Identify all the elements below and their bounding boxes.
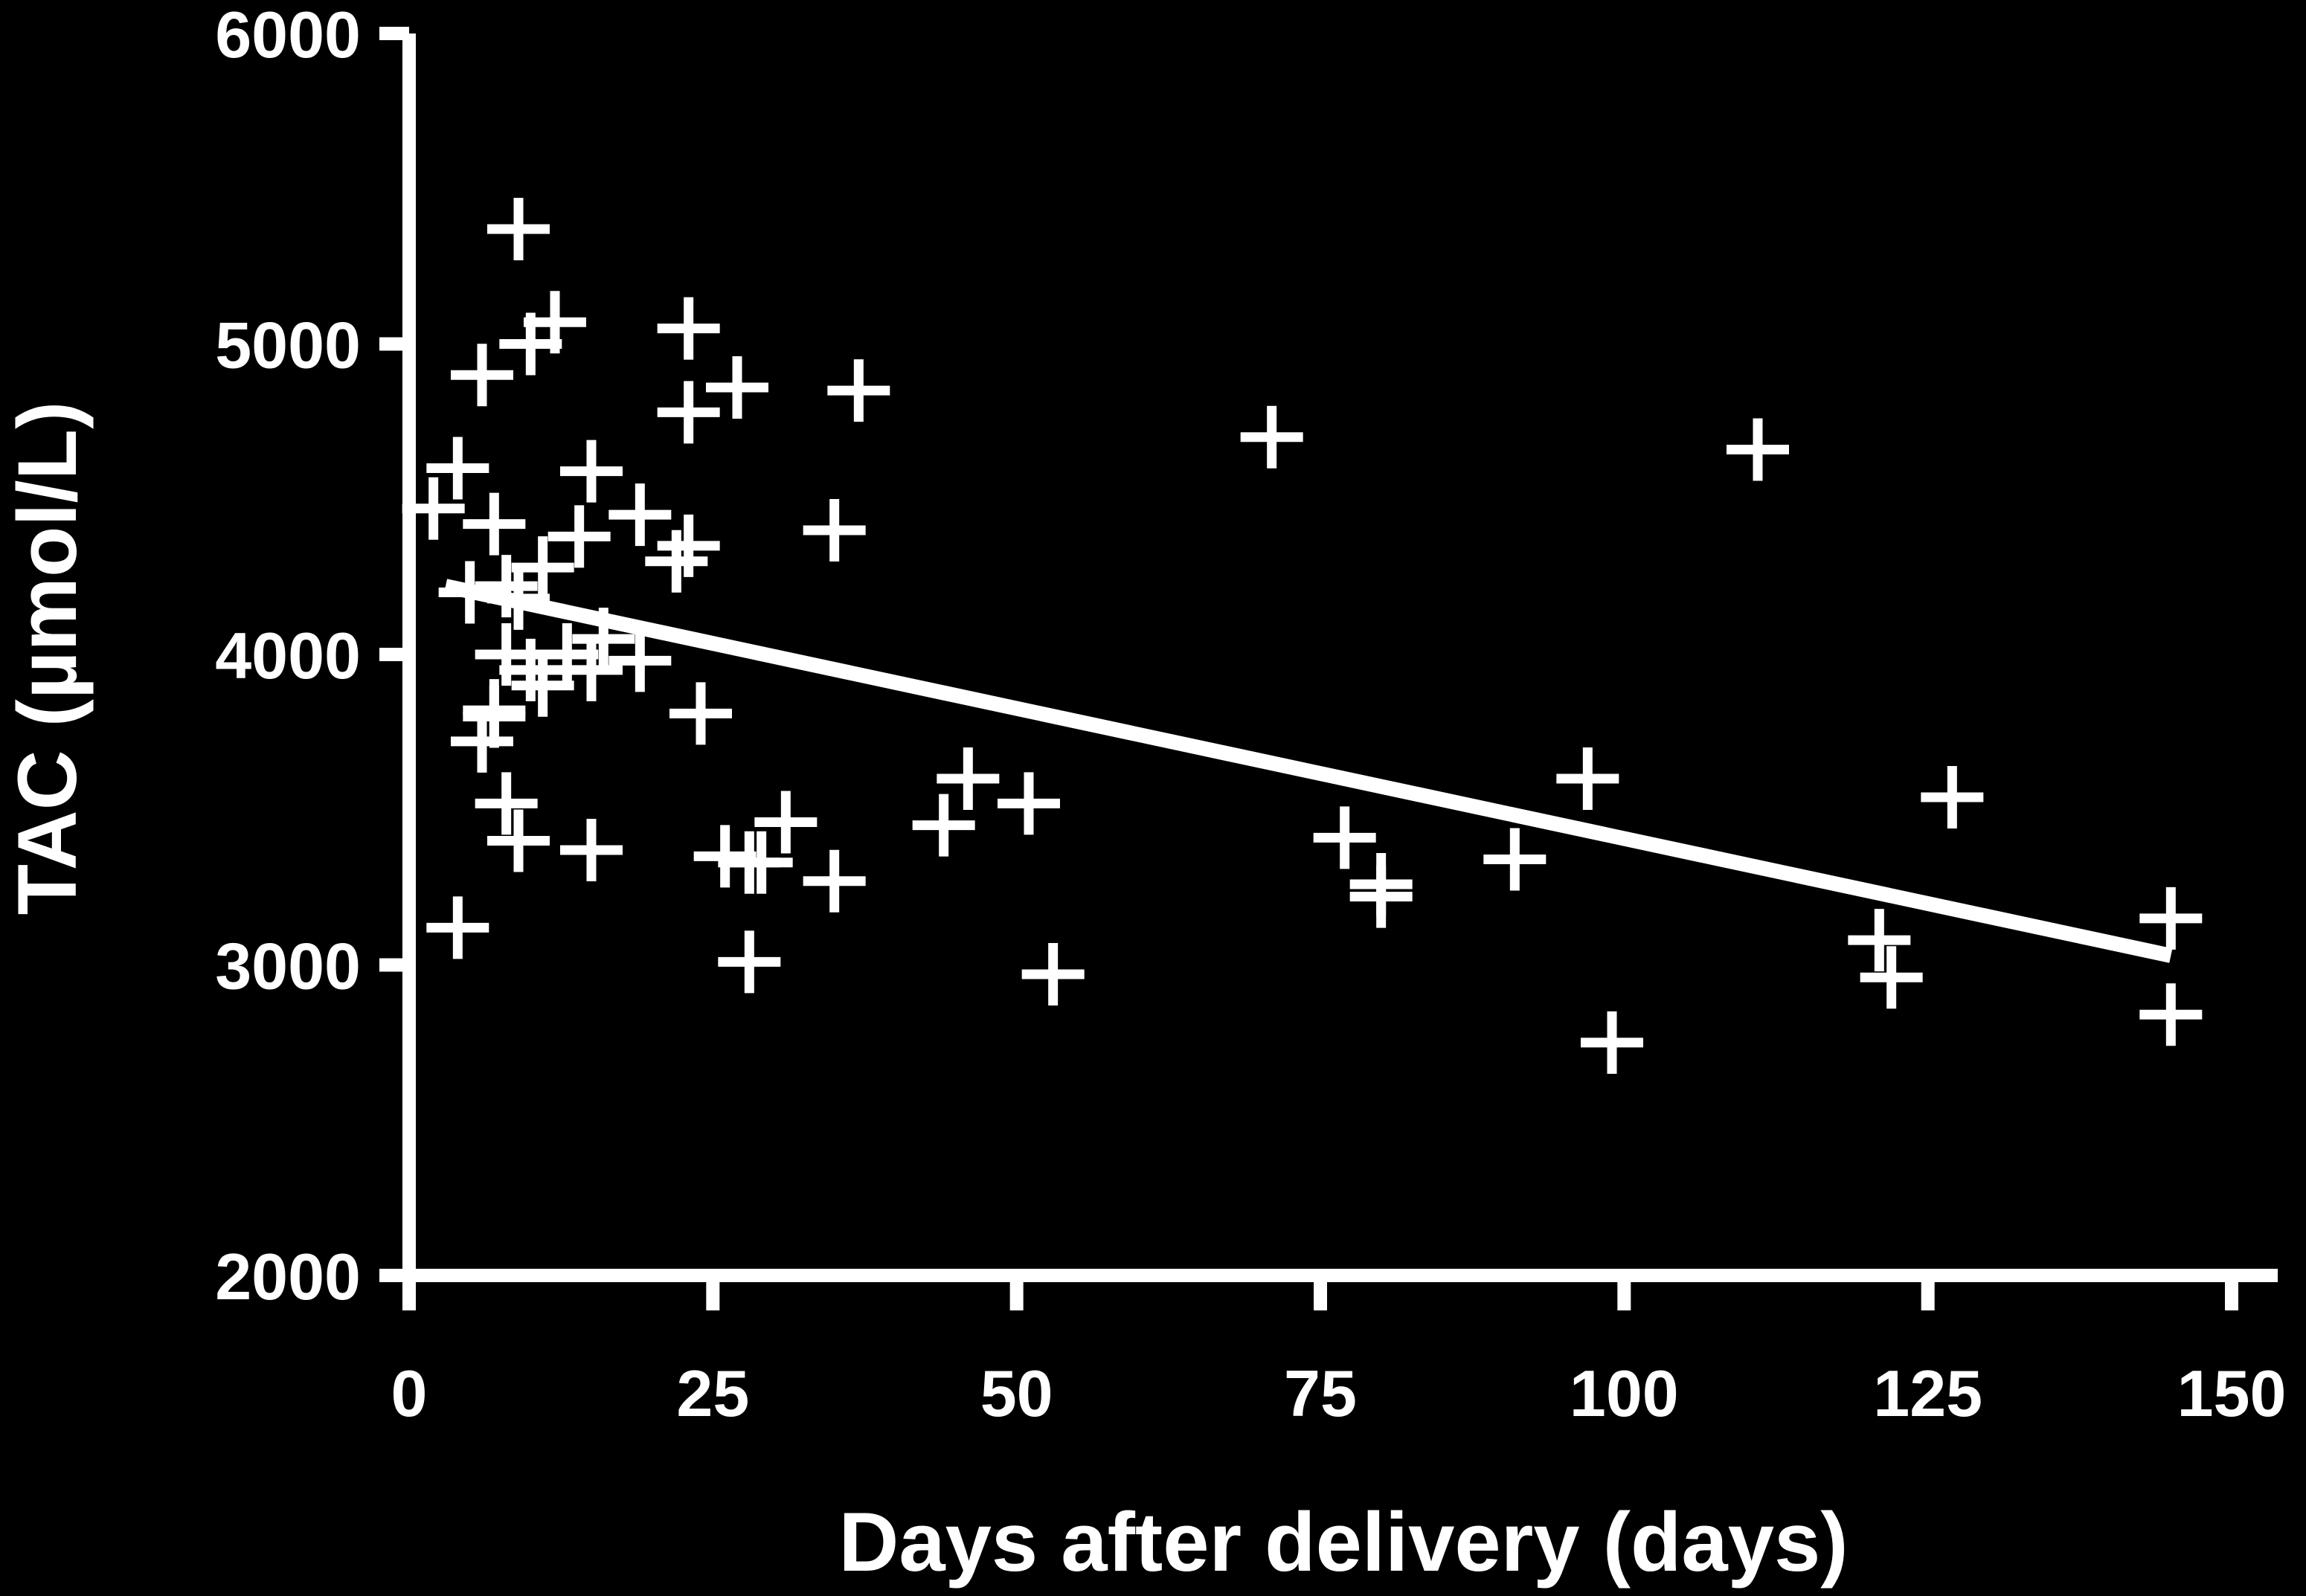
data-point <box>475 772 538 835</box>
data-point <box>1240 405 1303 469</box>
data-point <box>1313 806 1376 869</box>
data-point <box>730 831 793 894</box>
data-point <box>2139 983 2203 1046</box>
y-tick-label: 3000 <box>215 930 361 1003</box>
data-point <box>560 440 623 503</box>
x-tick-label: 0 <box>391 1357 428 1430</box>
y-axis-label: TAC (µmol/L) <box>1 402 94 916</box>
x-tick-label: 125 <box>1873 1357 1982 1430</box>
data-point <box>937 747 1000 810</box>
trendline <box>443 579 2173 963</box>
y-tick-label: 6000 <box>215 0 361 71</box>
data-point <box>608 629 672 692</box>
data-point <box>1349 852 1413 916</box>
data-point <box>2139 887 2203 950</box>
y-tick-label: 4000 <box>215 619 361 692</box>
data-point <box>645 530 708 593</box>
x-ticks: 0 25 50 75 100 125 150 <box>391 1275 2287 1430</box>
data-point <box>560 638 623 701</box>
data-point <box>1581 1011 1643 1074</box>
data-point <box>608 483 672 547</box>
data-point <box>524 291 586 354</box>
data-point <box>657 297 720 360</box>
data-point <box>657 514 720 577</box>
x-tick-label: 150 <box>2177 1357 2287 1430</box>
data-point <box>487 809 550 872</box>
data-point <box>463 685 526 748</box>
data-point <box>803 499 866 562</box>
data-point <box>1727 418 1789 481</box>
data-point <box>1921 766 1984 829</box>
data-point <box>754 791 818 854</box>
data-point <box>426 437 489 500</box>
data-point <box>1848 909 1911 972</box>
data-point <box>463 492 526 556</box>
data-point <box>912 794 975 857</box>
data-point <box>1021 943 1085 1006</box>
x-tick-label: 50 <box>980 1357 1053 1430</box>
data-point <box>1483 828 1547 891</box>
data-point <box>669 682 732 745</box>
y-tick-label: 5000 <box>215 309 361 382</box>
x-tick-label: 25 <box>676 1357 749 1430</box>
data-point <box>998 772 1060 835</box>
axes <box>402 33 2278 1283</box>
data-point <box>451 344 513 407</box>
data-point <box>572 608 635 671</box>
x-axis-label: Days after delivery (days) <box>838 1496 1848 1589</box>
data-point <box>547 505 611 568</box>
data-point <box>402 477 465 540</box>
y-tick-label: 2000 <box>215 1240 361 1313</box>
data-point <box>499 638 562 701</box>
data-point <box>1860 946 1923 1009</box>
data-point <box>475 555 538 618</box>
y-ticks: 2000 3000 4000 5000 6000 <box>215 0 409 1313</box>
x-tick-label: 75 <box>1284 1357 1357 1430</box>
data-point <box>803 849 866 913</box>
data-point <box>657 381 720 444</box>
data-point <box>438 561 501 624</box>
data-point <box>718 930 781 994</box>
data-point <box>511 536 574 599</box>
data-point <box>706 355 768 419</box>
data-points <box>402 198 2203 1074</box>
data-point <box>827 359 890 422</box>
data-point <box>1556 747 1619 810</box>
trendline-line <box>443 579 2173 963</box>
data-point <box>426 896 489 959</box>
x-tick-label: 100 <box>1570 1357 1679 1430</box>
data-point <box>560 819 623 882</box>
data-point <box>487 198 550 261</box>
